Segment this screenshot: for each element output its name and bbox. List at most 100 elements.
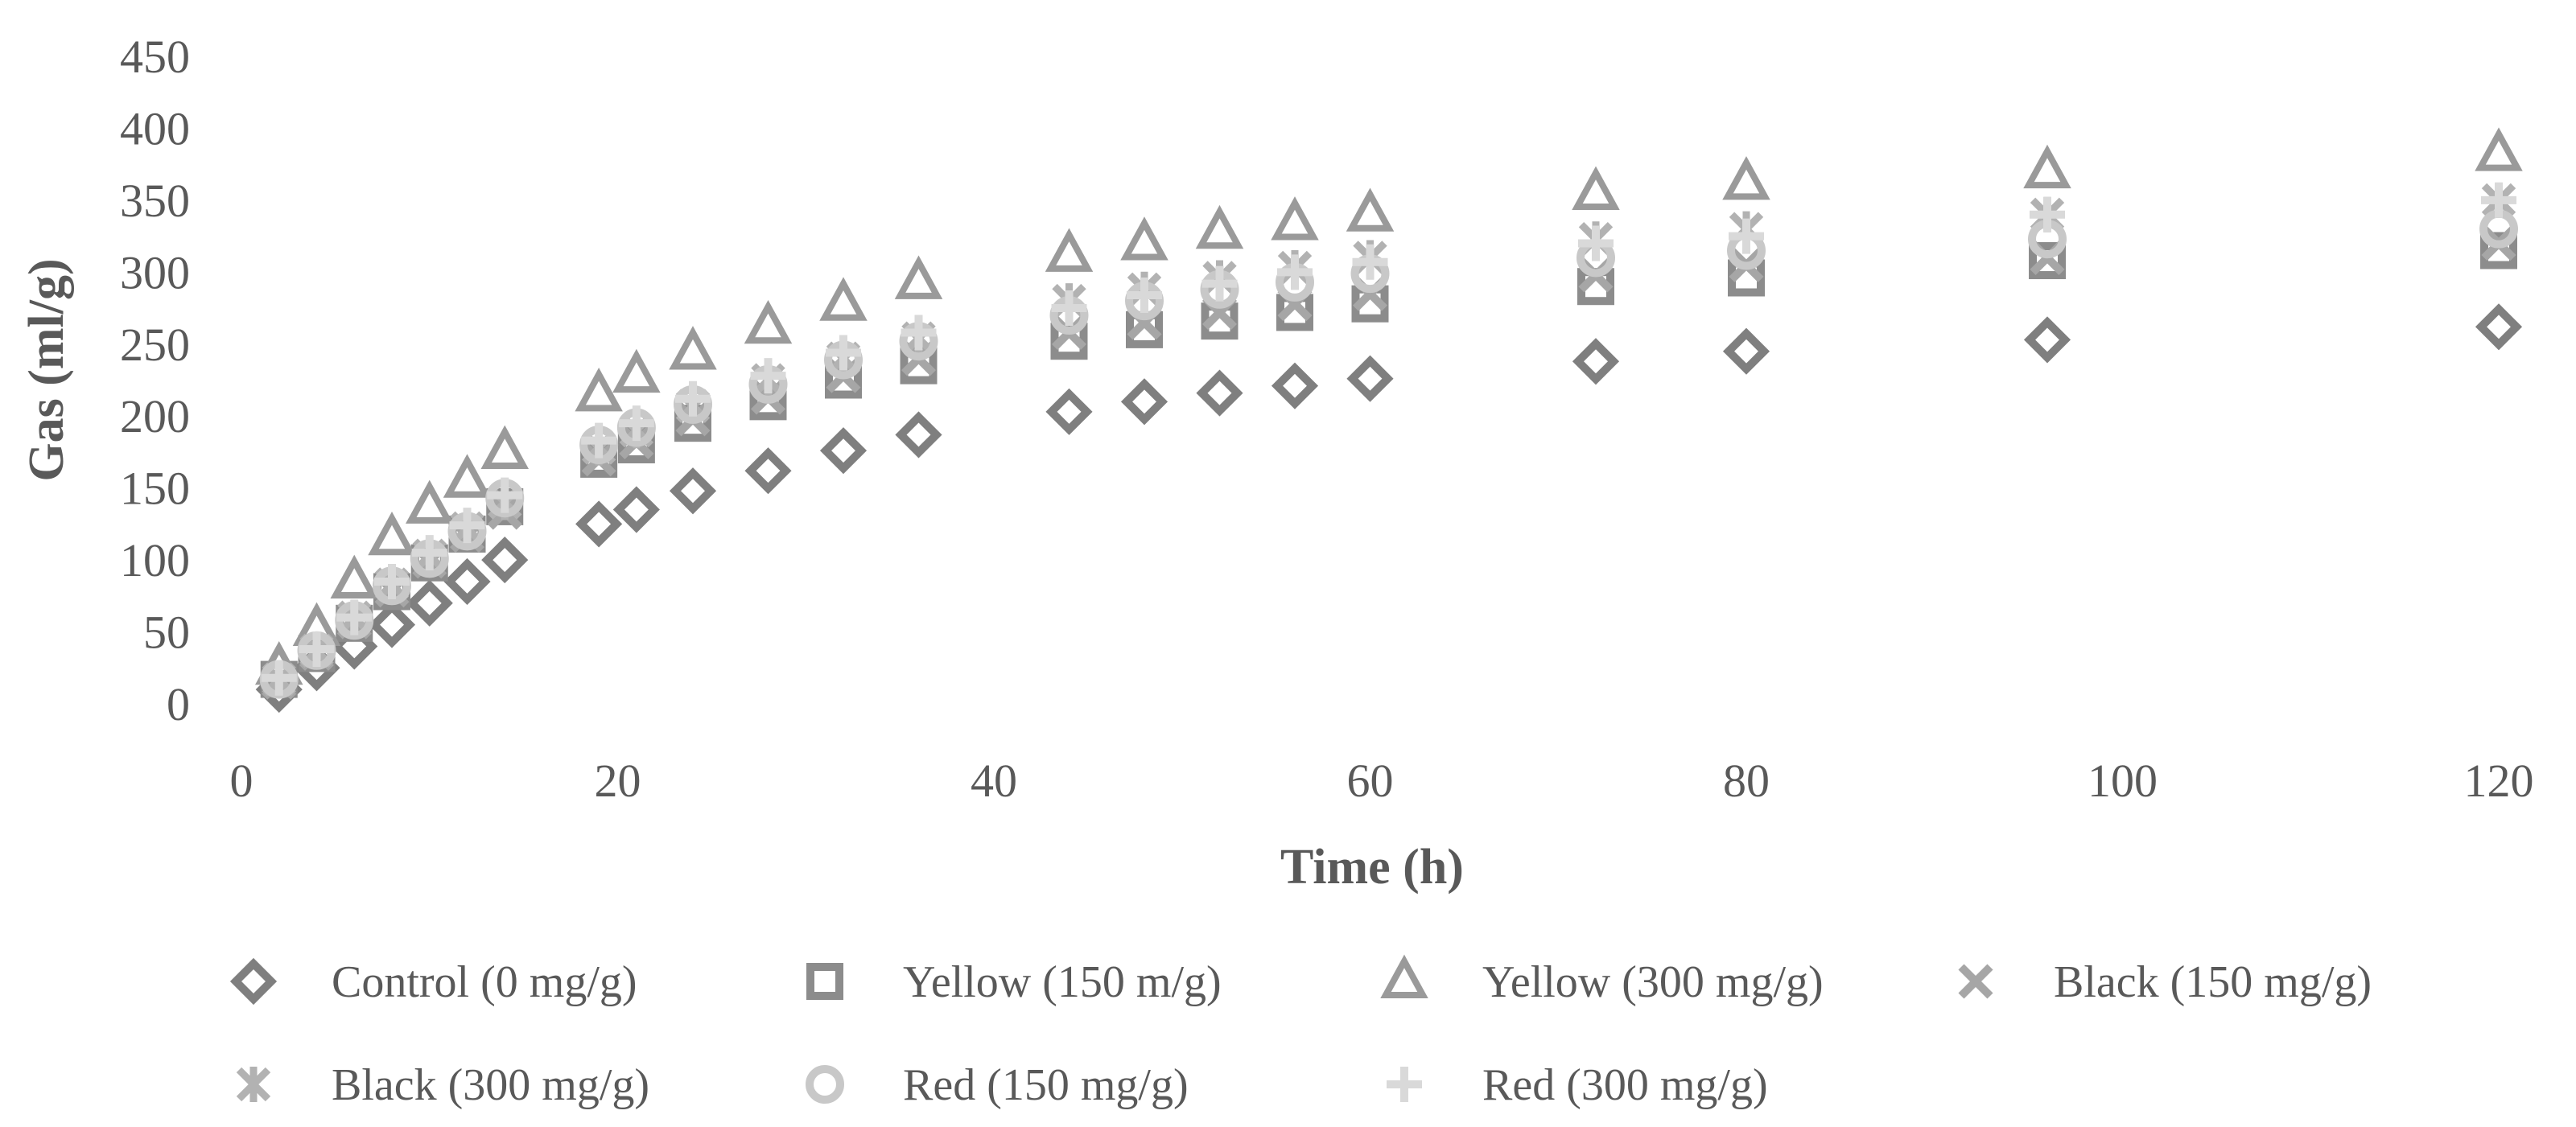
y-tick-label: 150 <box>120 463 190 515</box>
y-tick-label: 50 <box>143 607 190 659</box>
plot-area <box>254 127 2523 714</box>
data-point <box>750 358 786 394</box>
data-point <box>1346 355 1394 402</box>
legend-item[interactable]: Yellow (150 m/g) <box>806 957 1222 1007</box>
legend-item[interactable]: Yellow (300 mg/g) <box>1380 954 1824 1007</box>
series-7 <box>261 182 2516 696</box>
legend-marker <box>236 1067 271 1102</box>
data-point <box>819 277 868 321</box>
data-point <box>669 467 717 515</box>
data-point <box>2475 127 2523 171</box>
data-point <box>1352 244 1388 280</box>
legend-label: Control (0 mg/g) <box>332 957 637 1007</box>
data-point <box>1120 216 1168 261</box>
legend-label: Black (150 mg/g) <box>2054 957 2372 1007</box>
data-point <box>1045 388 1093 435</box>
legend-label: Red (150 mg/g) <box>903 1060 1189 1110</box>
x-tick-label: 0 <box>230 755 253 807</box>
data-point <box>480 425 530 469</box>
legend-marker <box>806 1065 844 1104</box>
data-point <box>744 447 792 495</box>
data-point <box>368 511 416 556</box>
data-point <box>1729 218 1764 254</box>
data-point <box>336 599 373 635</box>
data-point <box>612 486 660 533</box>
data-point <box>1045 228 1094 272</box>
data-point <box>581 422 617 459</box>
y-tick-label: 450 <box>120 31 190 83</box>
data-point <box>1722 156 1770 200</box>
data-point <box>1201 265 1238 302</box>
data-point <box>2480 232 2517 269</box>
legend-marker <box>229 957 278 1006</box>
data-point <box>1277 254 1313 290</box>
data-point <box>481 537 529 584</box>
x-axis-ticks: 0 20 40 60 80 100 120 <box>230 755 2534 807</box>
data-point <box>368 601 416 648</box>
y-tick-label: 300 <box>120 246 190 298</box>
data-point <box>2029 242 2066 280</box>
y-tick-label: 400 <box>120 102 190 154</box>
legend-marker <box>1380 954 1428 998</box>
data-point <box>330 554 379 598</box>
legend-marker <box>806 963 843 1000</box>
x-tick-label: 40 <box>971 755 1017 807</box>
y-tick-label: 350 <box>120 175 190 227</box>
legend-marker <box>1958 964 1993 999</box>
x-tick-label: 60 <box>1347 755 1394 807</box>
y-axis-ticks: 0 50 100 150 200 250 300 350 400 450 <box>120 31 190 730</box>
x-axis-title: Time (h) <box>1280 840 1464 895</box>
x-tick-label: 20 <box>595 755 641 807</box>
y-tick-label: 250 <box>120 319 190 371</box>
legend-item[interactable]: Control (0 mg/g) <box>229 957 637 1007</box>
legend-label: Yellow (300 mg/g) <box>1482 957 1824 1007</box>
data-point <box>895 411 942 459</box>
legend-item[interactable]: Red (300 mg/g) <box>1387 1060 1768 1110</box>
x-tick-label: 120 <box>2464 755 2534 807</box>
data-point <box>1572 166 1620 210</box>
data-point <box>575 368 623 412</box>
y-tick-label: 0 <box>167 678 190 730</box>
data-point <box>826 335 861 371</box>
data-point <box>1120 378 1168 426</box>
data-point <box>1271 196 1319 241</box>
legend-item[interactable]: Black (150 mg/g) <box>1958 957 2372 1007</box>
data-point <box>411 535 447 571</box>
data-point <box>405 479 454 524</box>
legend-label: Yellow (150 m/g) <box>903 957 1222 1007</box>
x-tick-label: 80 <box>1723 755 1770 807</box>
series-3 <box>254 127 2523 685</box>
legend-item[interactable]: Black (300 mg/g) <box>236 1060 649 1110</box>
data-point <box>669 326 717 370</box>
data-point <box>406 579 453 627</box>
data-point <box>261 660 297 696</box>
data-point <box>575 500 623 548</box>
data-point <box>449 508 485 544</box>
legend-marker <box>1387 1067 1422 1102</box>
y-tick-label: 100 <box>120 534 190 586</box>
data-point <box>1195 204 1244 249</box>
legend-item[interactable]: Red (150 mg/g) <box>806 1060 1189 1110</box>
data-point <box>819 427 868 475</box>
series-1 <box>255 303 2523 714</box>
data-point <box>2481 182 2516 218</box>
data-point <box>901 315 937 351</box>
data-point <box>1196 369 1243 417</box>
data-point <box>744 299 793 344</box>
data-point <box>1578 225 1614 261</box>
data-point <box>1271 362 1319 409</box>
data-point <box>374 563 410 599</box>
data-point <box>618 405 654 442</box>
legend[interactable]: Control (0 mg/g) Yellow (150 m/g) Yellow (… <box>229 954 2372 1110</box>
data-point <box>675 380 711 417</box>
x-tick-label: 100 <box>2088 755 2158 807</box>
data-point <box>2030 196 2065 232</box>
data-point <box>1722 327 1770 375</box>
data-point <box>612 348 661 393</box>
data-point <box>2023 144 2071 189</box>
data-point <box>1346 187 1395 232</box>
data-point <box>487 477 523 513</box>
y-axis-title: Gas (ml/g) <box>19 258 74 481</box>
legend-label: Black (300 mg/g) <box>332 1060 649 1110</box>
